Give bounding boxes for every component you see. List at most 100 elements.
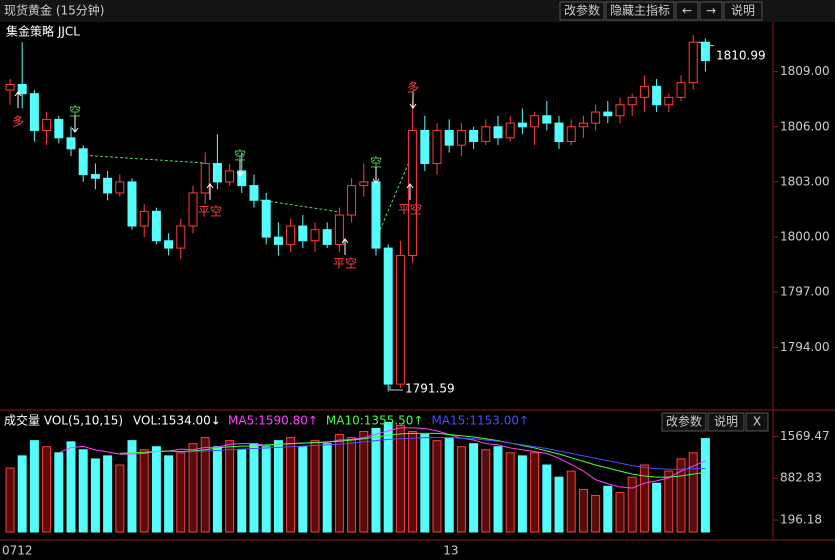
volume-bar bbox=[383, 421, 393, 533]
signal-lines bbox=[79, 154, 413, 231]
legend-entry: MA15:1153.00↑ bbox=[431, 414, 529, 428]
volume-button-label[interactable]: X bbox=[753, 415, 761, 429]
candle-body bbox=[700, 41, 710, 62]
volume-bar bbox=[176, 452, 186, 533]
volume-bar bbox=[517, 455, 527, 533]
volume-bar bbox=[127, 440, 137, 533]
volume-bar bbox=[591, 494, 601, 533]
volume-bar bbox=[66, 441, 76, 533]
x-tick-label: 13 bbox=[443, 544, 458, 558]
signal-label: 多 bbox=[407, 81, 419, 95]
candle-body bbox=[395, 254, 405, 385]
volume-bar bbox=[151, 446, 161, 533]
candle-body bbox=[639, 85, 649, 98]
volume-button[interactable] bbox=[745, 412, 769, 432]
signal-arrow bbox=[71, 116, 79, 133]
toolbar-button[interactable] bbox=[605, 1, 675, 21]
volume-bar bbox=[408, 430, 418, 533]
candle-body bbox=[78, 148, 88, 176]
toolbar-button-label[interactable]: 隐藏主指标 bbox=[610, 3, 670, 18]
volume-bar bbox=[688, 452, 698, 533]
volume-button-label[interactable]: 改参数 bbox=[666, 414, 702, 429]
volume-bar bbox=[566, 470, 576, 533]
volume-button[interactable] bbox=[661, 412, 707, 432]
volume-bar bbox=[700, 438, 710, 533]
volume-bar bbox=[371, 427, 381, 533]
toolbar-button[interactable] bbox=[699, 1, 723, 21]
signal-arrow bbox=[14, 91, 22, 108]
candle-body bbox=[554, 122, 564, 142]
signal-label: 平空 bbox=[398, 203, 422, 217]
volume-bar bbox=[639, 464, 649, 533]
candle-body bbox=[578, 122, 588, 128]
volume-bar bbox=[395, 424, 405, 533]
candle-body bbox=[200, 163, 210, 194]
candle-body bbox=[261, 199, 271, 238]
toolbar-button-label[interactable]: ← bbox=[682, 4, 692, 18]
volume-bar bbox=[432, 440, 442, 533]
candle-body bbox=[408, 129, 418, 256]
volume-bar bbox=[542, 464, 552, 533]
signal-label: 多 bbox=[12, 115, 24, 129]
candle-body bbox=[322, 229, 332, 245]
candle-body bbox=[164, 240, 174, 249]
window-title: 现货黄金 (15分钟) bbox=[4, 3, 104, 18]
ma-line bbox=[180, 437, 706, 470]
candle-body bbox=[42, 118, 52, 131]
volume-bar bbox=[603, 485, 613, 533]
toolbar-button[interactable] bbox=[723, 1, 763, 21]
candle-body bbox=[469, 129, 479, 142]
volume-bar bbox=[530, 452, 540, 533]
volume-bar bbox=[347, 437, 357, 533]
y-tick-label: 1797.00 bbox=[780, 285, 830, 299]
volume-bar bbox=[615, 491, 625, 533]
candle-body bbox=[359, 181, 369, 187]
price-callout-line bbox=[389, 386, 403, 391]
toolbar-button-label[interactable]: 改参数 bbox=[564, 3, 600, 18]
volume-bar bbox=[273, 440, 283, 533]
signal-label: 空 bbox=[69, 105, 81, 119]
y-tick-label: 1800.00 bbox=[780, 230, 830, 244]
volume-bar bbox=[359, 430, 369, 533]
candle-body bbox=[505, 122, 515, 139]
volume-value: VOL:1534.00↓ bbox=[133, 414, 221, 428]
volume-bar bbox=[261, 446, 271, 533]
toolbar-button[interactable] bbox=[675, 1, 699, 21]
candle-body bbox=[127, 181, 137, 227]
candle-body bbox=[286, 225, 296, 245]
volume-bar bbox=[103, 455, 113, 533]
volume-bar bbox=[298, 446, 308, 533]
y-tick-label: 1809.00 bbox=[780, 64, 830, 78]
candle-body bbox=[151, 210, 161, 242]
toolbar-button-label[interactable]: 说明 bbox=[731, 3, 755, 18]
volume-bar bbox=[54, 452, 64, 533]
signal-arrow bbox=[206, 183, 214, 200]
candle-body bbox=[347, 185, 357, 216]
candle-body bbox=[688, 41, 698, 84]
candle-body bbox=[29, 93, 39, 131]
volume-bar bbox=[5, 467, 15, 533]
volume-bar bbox=[42, 446, 52, 533]
volume-bar bbox=[493, 446, 503, 533]
volume-button[interactable] bbox=[707, 412, 745, 432]
volume-button-label[interactable]: 说明 bbox=[714, 414, 738, 429]
toolbar-button[interactable] bbox=[559, 1, 605, 21]
candle-body bbox=[627, 96, 637, 106]
volume-bar bbox=[225, 440, 235, 533]
legend-entry: MA10:1355.50↑ bbox=[326, 414, 424, 428]
candle-body bbox=[676, 82, 686, 98]
volume-bar bbox=[310, 440, 320, 533]
volume-bar bbox=[664, 470, 674, 533]
y-tick-label: 196.18 bbox=[780, 513, 822, 527]
toolbar-button-label[interactable]: → bbox=[706, 4, 716, 18]
candle-body bbox=[212, 163, 222, 183]
legend-entry: MA5:1590.80↑ bbox=[228, 414, 318, 428]
volume-bar bbox=[420, 434, 430, 533]
volume-bar bbox=[334, 434, 344, 533]
candle-body bbox=[493, 126, 503, 139]
candle-body bbox=[249, 185, 259, 201]
candle-body bbox=[444, 129, 454, 146]
candle-body bbox=[225, 170, 235, 183]
high-price-label: 1810.99 bbox=[716, 49, 766, 63]
